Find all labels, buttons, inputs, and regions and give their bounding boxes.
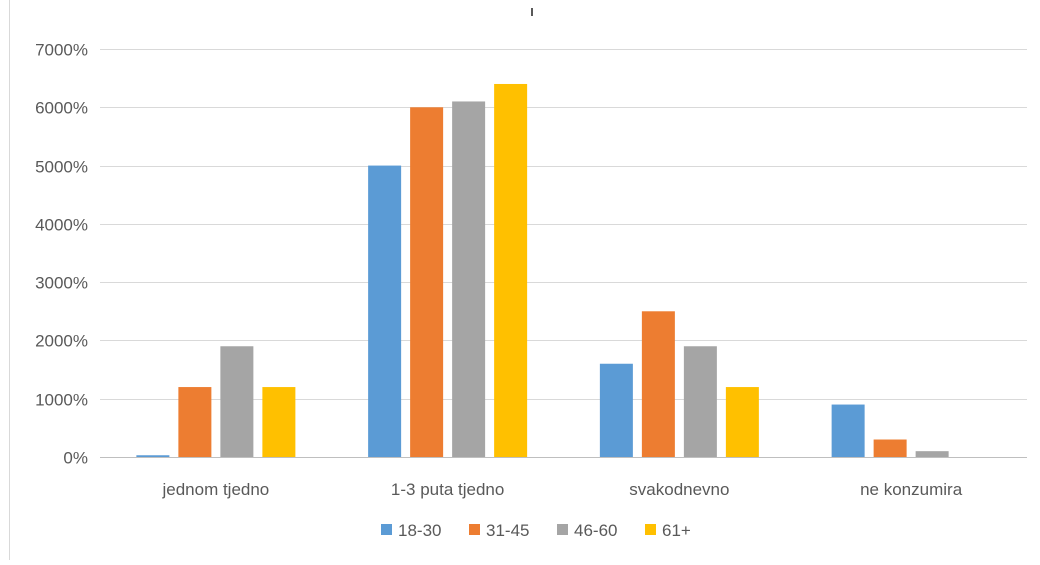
y-axis-ticks: 0% 1000% 2000% 3000% 4000% 5000% 6000% 7000%	[35, 41, 88, 468]
y-tick-label: 1000%	[35, 391, 88, 410]
legend-label: 46-60	[574, 521, 617, 540]
y-tick-label: 0%	[63, 449, 88, 468]
bar	[410, 107, 444, 458]
y-tick-label: 6000%	[35, 99, 88, 118]
bar	[452, 101, 486, 457]
bar	[641, 311, 675, 457]
y-tick-label: 4000%	[35, 216, 88, 235]
legend-label: 18-30	[398, 521, 441, 540]
bar	[683, 346, 717, 457]
x-tick-label: ne konzumira	[860, 480, 963, 499]
x-axis-labels: jednom tjedno 1-3 puta tjedno svakodnevno n…	[161, 480, 962, 499]
legend-swatch	[381, 524, 392, 535]
legend-swatch	[557, 524, 568, 535]
title-placeholder-mark	[531, 8, 533, 16]
x-tick-label: jednom tjedno	[161, 480, 269, 499]
bars	[136, 83, 949, 458]
bar	[220, 346, 254, 457]
bar	[831, 404, 865, 457]
bar	[262, 387, 296, 457]
legend: 18-30 31-45 46-60 61+	[381, 521, 691, 540]
y-tick-label: 5000%	[35, 158, 88, 177]
bar	[178, 387, 212, 457]
legend-label: 31-45	[486, 521, 529, 540]
y-tick-label: 7000%	[35, 41, 88, 60]
bar	[873, 439, 907, 457]
bar	[599, 363, 633, 457]
x-tick-label: 1-3 puta tjedno	[391, 480, 504, 499]
bar	[494, 83, 528, 457]
legend-swatch	[645, 524, 656, 535]
bar	[725, 387, 759, 457]
gridlines	[100, 49, 1027, 400]
legend-label: 61+	[662, 521, 691, 540]
bar	[136, 455, 170, 457]
bar	[915, 451, 949, 457]
x-tick-label: svakodnevno	[629, 480, 729, 499]
bar	[368, 165, 402, 458]
legend-swatch	[469, 524, 480, 535]
y-tick-label: 3000%	[35, 274, 88, 293]
y-tick-label: 2000%	[35, 332, 88, 351]
